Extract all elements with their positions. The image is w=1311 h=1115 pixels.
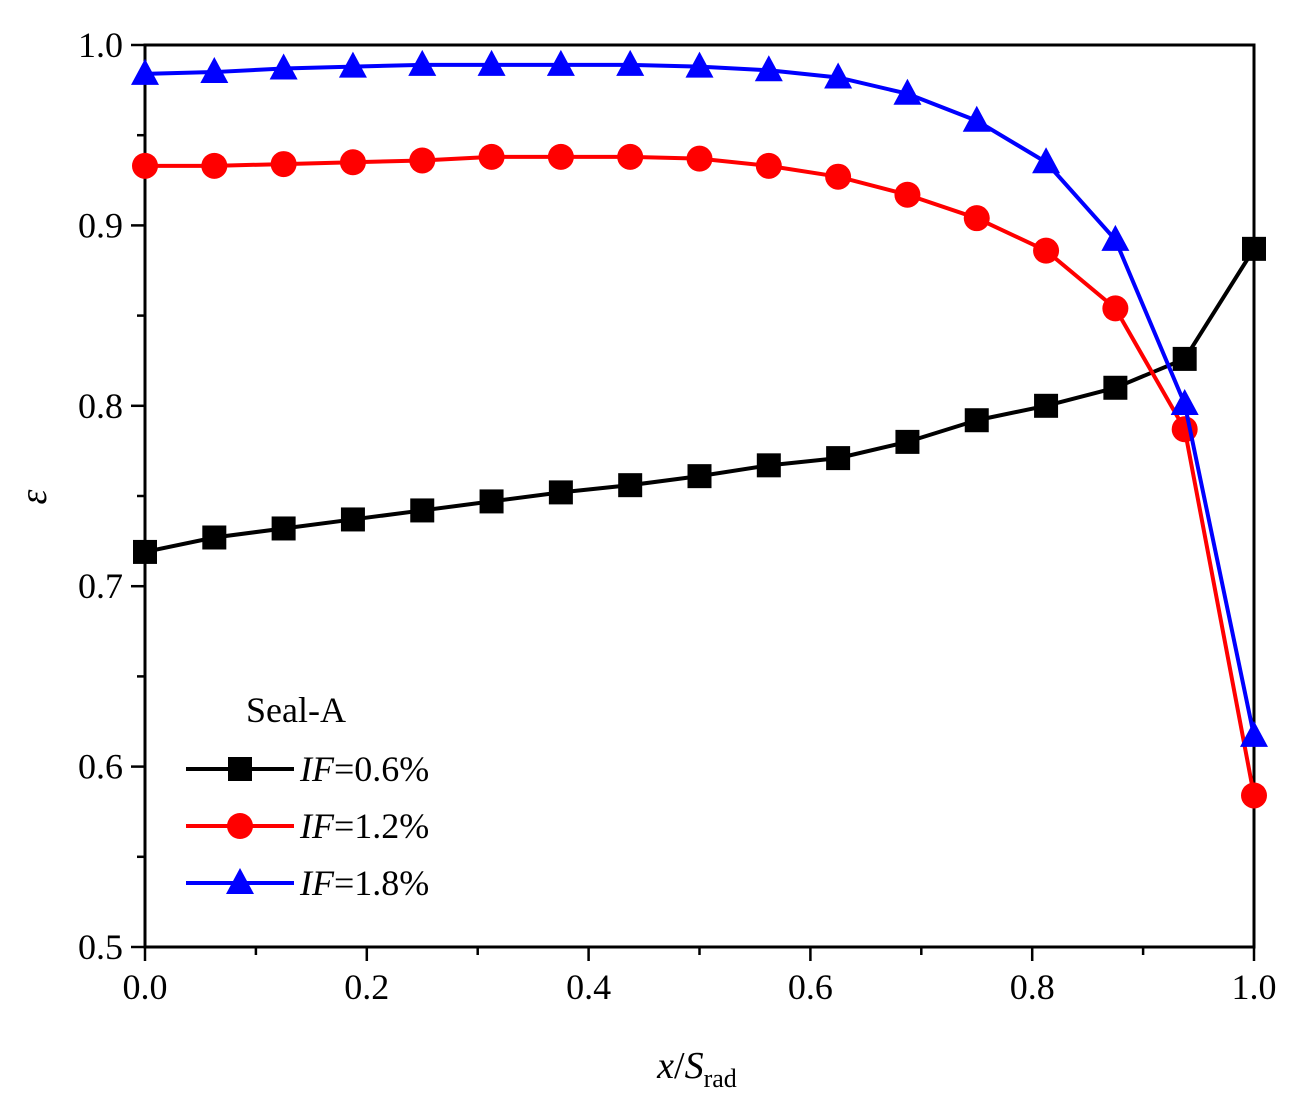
data-point <box>479 489 504 514</box>
legend-item-2: IF=1.8% <box>186 863 429 903</box>
data-point <box>546 49 575 76</box>
x-axis-label-s: S <box>685 1045 704 1087</box>
data-point <box>269 53 298 80</box>
y-tick-label: 0.8 <box>78 386 123 426</box>
data-point <box>1101 224 1130 251</box>
data-point <box>686 145 713 172</box>
legend-label: IF=1.2% <box>299 806 429 846</box>
data-point <box>825 163 852 190</box>
data-point <box>894 181 921 208</box>
legend-label-italic: IF <box>299 749 335 789</box>
data-point <box>339 149 366 176</box>
data-point <box>754 55 783 82</box>
x-tick-label: 0.8 <box>1010 967 1055 1007</box>
data-point <box>340 507 365 532</box>
legend-label: IF=0.6% <box>299 749 429 789</box>
data-point <box>1033 237 1060 264</box>
data-point <box>410 498 435 523</box>
data-point <box>200 57 229 84</box>
data-point <box>477 49 506 76</box>
data-point <box>687 464 712 489</box>
data-point <box>1032 147 1061 174</box>
axes: 0.0 0.2 0.4 0.6 0.8 1.0 0.5 0.6 0.7 0.8 0.9 1.0 <box>78 25 1277 1007</box>
x-axis-label: x/Srad <box>656 1045 737 1093</box>
x-tick-label: 0.6 <box>788 967 833 1007</box>
data-point <box>1172 346 1197 371</box>
series-line <box>144 247 1256 554</box>
x-axis-label-x: x <box>656 1045 674 1087</box>
data-point <box>756 453 781 478</box>
data-point <box>963 205 990 232</box>
legend-items: IF=0.6%IF=1.2%IF=1.8% <box>186 749 429 903</box>
series-1 <box>132 143 1267 809</box>
legend-title: Seal-A <box>246 690 346 730</box>
legend: Seal-A IF=0.6%IF=1.2%IF=1.8% <box>186 690 429 903</box>
x-tick-label: 0.2 <box>344 967 389 1007</box>
data-point <box>1242 236 1266 261</box>
x-tick-label: 1.0 <box>1232 967 1277 1007</box>
data-point <box>1102 295 1129 322</box>
data-point <box>270 151 297 178</box>
data-point <box>201 152 228 179</box>
y-tick-label: 0.7 <box>78 566 123 606</box>
data-point <box>826 446 851 471</box>
data-point <box>338 51 367 78</box>
data-point <box>616 49 645 76</box>
legend-marker <box>228 757 252 781</box>
legend-marker <box>227 813 253 839</box>
data-point <box>755 152 782 179</box>
y-tick-label: 1.0 <box>78 25 123 65</box>
data-point <box>893 78 922 105</box>
data-point <box>685 51 714 78</box>
data-point <box>1241 782 1267 809</box>
data-point <box>1103 375 1128 400</box>
y-tick-label: 0.6 <box>78 747 123 787</box>
legend-label-value: =1.8% <box>334 863 429 903</box>
y-axis-label: ε <box>13 489 55 504</box>
legend-item-0: IF=0.6% <box>186 749 429 789</box>
legend-item-1: IF=1.2% <box>186 806 429 846</box>
data-point <box>617 143 644 170</box>
data-point <box>964 408 989 433</box>
data-point <box>408 49 437 76</box>
series-2 <box>131 49 1268 747</box>
data-point <box>1034 393 1059 418</box>
data-point <box>202 525 227 550</box>
data-point <box>618 473 643 498</box>
data-point <box>548 480 573 505</box>
legend-label-value: =1.2% <box>334 806 429 846</box>
data-point <box>271 516 296 541</box>
y-tick-label: 0.5 <box>78 927 123 967</box>
series-layer <box>131 49 1268 809</box>
x-axis-label-sub: rad <box>704 1064 737 1093</box>
legend-label: IF=1.8% <box>299 863 429 903</box>
data-point <box>131 58 159 85</box>
legend-label-italic: IF <box>299 806 335 846</box>
data-point <box>409 147 436 174</box>
y-tick-label: 0.9 <box>78 205 123 245</box>
legend-label-italic: IF <box>299 863 335 903</box>
data-point <box>133 539 157 564</box>
data-point <box>962 105 991 132</box>
series-0 <box>133 236 1266 564</box>
data-point <box>1170 388 1199 415</box>
legend-marker <box>226 868 254 894</box>
data-point <box>132 152 158 179</box>
x-tick-label: 0.4 <box>566 967 611 1007</box>
data-point <box>824 62 853 89</box>
data-point <box>1240 720 1268 747</box>
data-point <box>478 143 505 170</box>
data-point <box>547 143 574 170</box>
x-tick-label: 0.0 <box>123 967 168 1007</box>
x-axis-label-sep: / <box>674 1045 685 1087</box>
legend-label-value: =0.6% <box>334 749 429 789</box>
data-point <box>895 429 920 454</box>
